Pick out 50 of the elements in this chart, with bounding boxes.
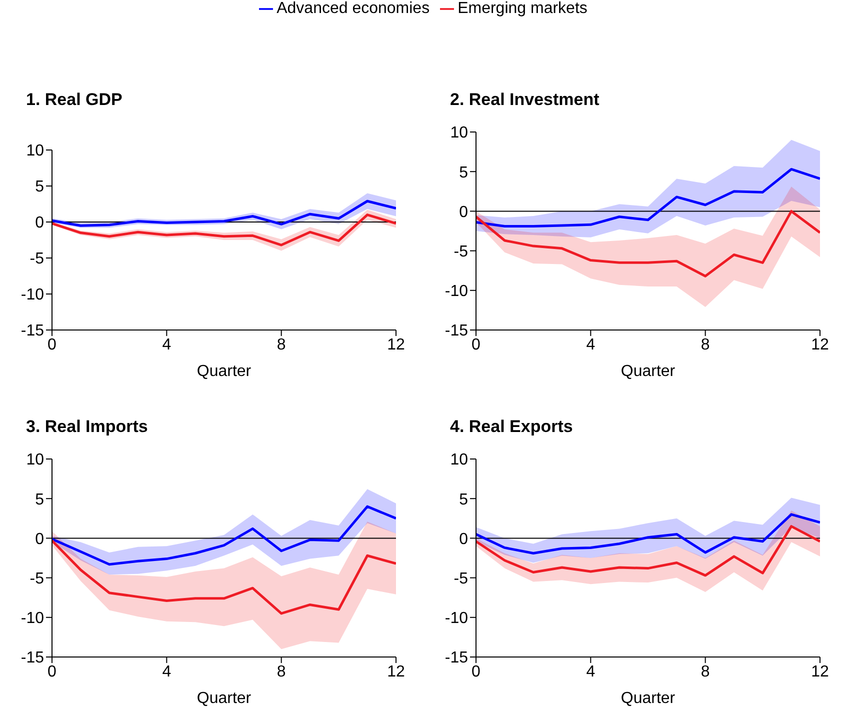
x-tick-label: 0 <box>472 663 481 680</box>
legend-label: Advanced economies <box>276 0 430 17</box>
y-tick-label: 0 <box>459 530 468 548</box>
y-tick-label: 10 <box>450 452 468 469</box>
x-tick-label: 12 <box>811 663 829 680</box>
y-tick-label: 0 <box>459 204 468 221</box>
y-tick-label: 10 <box>450 124 468 142</box>
chart-title: 3. Real Imports <box>26 417 148 436</box>
y-tick-label: 0 <box>35 214 44 232</box>
x-tick-label: 12 <box>387 336 405 354</box>
x-tick-label: 8 <box>276 336 286 354</box>
y-tick-label: -10 <box>444 610 468 628</box>
y-tick-label: -10 <box>20 286 44 304</box>
y-tick-label: 5 <box>459 164 468 182</box>
x-tick-label: 8 <box>276 663 286 680</box>
legend-label: Emerging markets <box>458 0 588 17</box>
y-tick-label: 10 <box>26 142 44 160</box>
y-tick-label: 5 <box>459 491 468 508</box>
chart-title: 1. Real GDP <box>26 89 124 110</box>
y-tick-label: 0 <box>35 530 44 548</box>
x-axis-title: Quarter <box>620 690 676 707</box>
y-tick-label: -15 <box>20 650 44 667</box>
y-tick-label: -5 <box>454 243 468 260</box>
chart-title: 4. Real Exports <box>450 417 573 436</box>
y-tick-label: -5 <box>454 570 468 588</box>
y-tick-label: 10 <box>26 452 44 469</box>
x-axis-title: Quarter <box>196 363 252 380</box>
x-tick-label: 4 <box>162 663 172 680</box>
y-tick-label: -5 <box>30 250 44 268</box>
x-axis-title: Quarter <box>196 690 252 707</box>
x-tick-label: 0 <box>472 336 481 354</box>
y-tick-label: -10 <box>20 610 44 628</box>
x-tick-label: 4 <box>586 336 596 354</box>
y-tick-label: -15 <box>20 322 44 340</box>
x-tick-label: 8 <box>700 336 710 354</box>
y-tick-label: 5 <box>35 178 44 196</box>
x-tick-label: 0 <box>48 336 57 354</box>
x-tick-label: 4 <box>586 663 596 680</box>
y-tick-label: 5 <box>35 491 44 508</box>
x-tick-label: 12 <box>387 663 405 680</box>
y-tick-label: -10 <box>444 283 468 300</box>
y-tick-label: -15 <box>444 322 468 340</box>
x-tick-label: 12 <box>811 336 829 354</box>
x-tick-label: 4 <box>162 336 172 354</box>
x-tick-label: 0 <box>48 663 57 680</box>
y-tick-label: -5 <box>30 570 44 588</box>
x-tick-label: 8 <box>700 663 710 680</box>
x-axis-title: Quarter <box>620 363 676 380</box>
y-tick-label: -15 <box>444 650 468 667</box>
chart-title: 2. Real Investment <box>450 89 600 110</box>
